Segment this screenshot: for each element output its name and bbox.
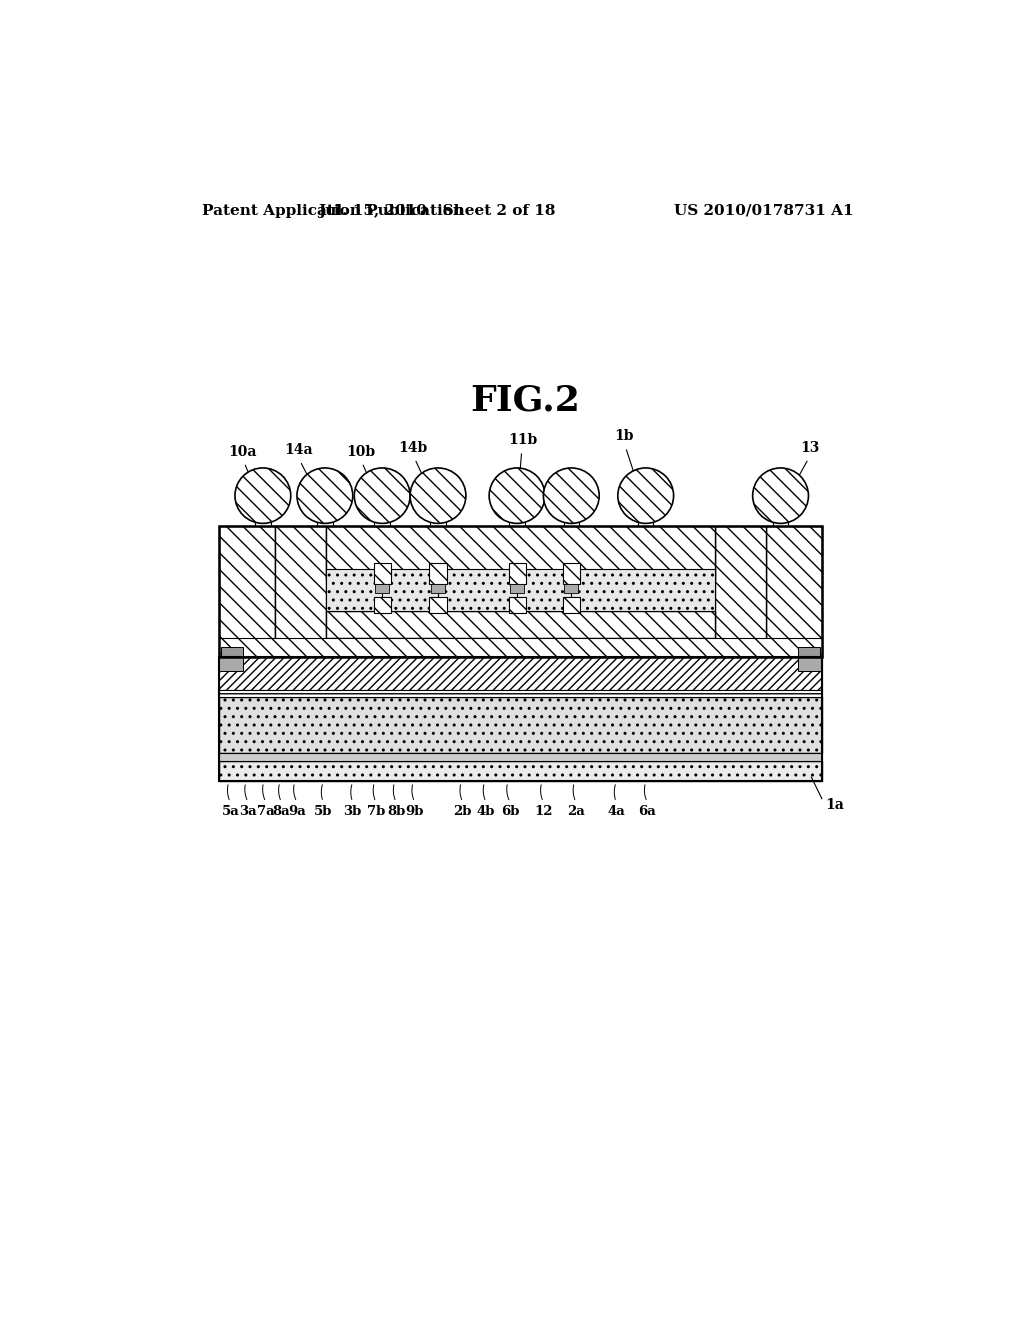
Bar (221, 647, 243, 657)
Text: 4a: 4a (607, 805, 625, 818)
Text: 14b: 14b (398, 441, 428, 455)
Text: 10a: 10a (228, 445, 257, 459)
Text: Patent Application Publication: Patent Application Publication (202, 203, 464, 218)
Bar (638, 521, 653, 527)
Text: US 2010/0178731 A1: US 2010/0178731 A1 (674, 203, 853, 218)
Bar (275, 527, 326, 657)
Text: 5b: 5b (314, 805, 333, 818)
Text: 3b: 3b (344, 805, 361, 818)
Text: 14a: 14a (285, 444, 312, 457)
Text: 3a: 3a (240, 805, 257, 818)
Bar (219, 697, 821, 752)
Bar (219, 760, 821, 780)
Bar (317, 521, 333, 527)
Text: 11b: 11b (509, 433, 538, 447)
Bar (219, 527, 821, 657)
Text: 2a: 2a (567, 805, 585, 818)
Bar (509, 521, 524, 527)
Text: 10b: 10b (346, 445, 375, 459)
Bar (799, 657, 821, 671)
Bar (716, 527, 766, 657)
Bar (219, 689, 821, 697)
Text: 7a: 7a (257, 805, 274, 818)
Text: 6b: 6b (501, 805, 519, 818)
Circle shape (410, 469, 466, 524)
Bar (430, 521, 445, 527)
Text: 9b: 9b (406, 805, 424, 818)
Text: Jul. 15, 2010   Sheet 2 of 18: Jul. 15, 2010 Sheet 2 of 18 (317, 203, 555, 218)
Text: 13: 13 (801, 441, 819, 455)
Bar (773, 521, 788, 527)
Circle shape (297, 469, 352, 524)
Circle shape (617, 469, 674, 524)
Bar (563, 562, 580, 585)
Text: 2b: 2b (454, 805, 472, 818)
Bar (799, 647, 820, 657)
Bar (374, 597, 391, 612)
Bar (429, 562, 446, 585)
Bar (219, 657, 821, 780)
Text: 1b: 1b (614, 429, 634, 444)
Bar (326, 569, 716, 611)
Text: 8a: 8a (272, 805, 290, 818)
Bar (563, 521, 579, 527)
Text: FIG.2: FIG.2 (470, 384, 580, 418)
Text: 7b: 7b (367, 805, 385, 818)
Circle shape (234, 469, 291, 524)
Bar (219, 638, 821, 657)
Bar (326, 611, 716, 638)
Circle shape (544, 469, 599, 524)
Bar (255, 521, 270, 527)
Bar (375, 521, 390, 527)
Text: 1a: 1a (825, 799, 845, 812)
Bar (510, 585, 524, 594)
Circle shape (354, 469, 410, 524)
Text: 4b: 4b (477, 805, 496, 818)
Bar (219, 752, 821, 760)
Bar (219, 657, 243, 671)
Bar (563, 597, 580, 612)
Bar (219, 527, 275, 657)
Text: 5a: 5a (221, 805, 240, 818)
Circle shape (489, 469, 545, 524)
Text: 12: 12 (535, 805, 553, 818)
Bar (431, 585, 445, 594)
Bar (326, 527, 716, 581)
Text: 8b: 8b (387, 805, 406, 818)
Circle shape (753, 469, 809, 524)
Text: 6a: 6a (638, 805, 656, 818)
Bar (219, 657, 821, 689)
Bar (509, 597, 525, 612)
Bar (564, 585, 579, 594)
Bar (509, 562, 525, 585)
Bar (374, 562, 391, 585)
Bar (766, 527, 821, 657)
Bar (429, 597, 446, 612)
Text: 9a: 9a (288, 805, 306, 818)
Bar (375, 585, 389, 594)
